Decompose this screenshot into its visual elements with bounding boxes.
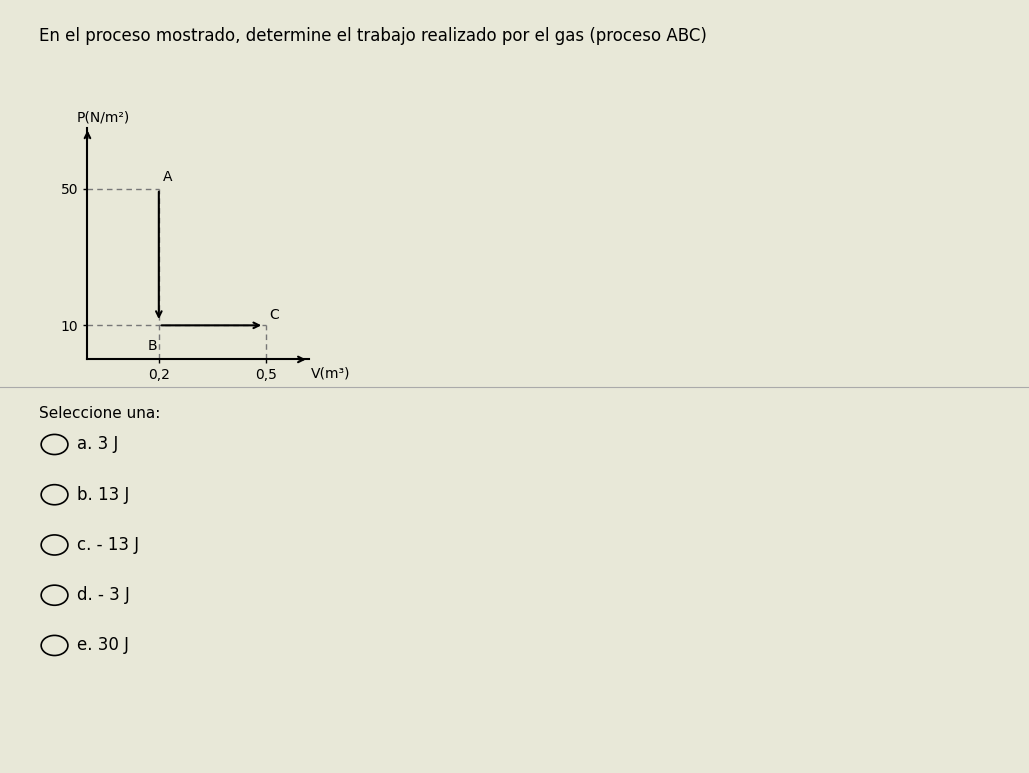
Text: B: B — [147, 339, 157, 353]
Text: En el proceso mostrado, determine el trabajo realizado por el gas (proceso ABC): En el proceso mostrado, determine el tra… — [39, 27, 707, 45]
Text: C: C — [270, 308, 279, 322]
Text: a. 3 J: a. 3 J — [77, 435, 118, 454]
Text: V(m³): V(m³) — [311, 366, 350, 380]
Text: P(N/m²): P(N/m²) — [77, 110, 130, 124]
Text: c. - 13 J: c. - 13 J — [77, 536, 139, 554]
Text: e. 30 J: e. 30 J — [77, 636, 130, 655]
Text: A: A — [164, 170, 173, 184]
Text: d. - 3 J: d. - 3 J — [77, 586, 130, 604]
Text: Seleccione una:: Seleccione una: — [39, 406, 161, 421]
Text: b. 13 J: b. 13 J — [77, 485, 130, 504]
